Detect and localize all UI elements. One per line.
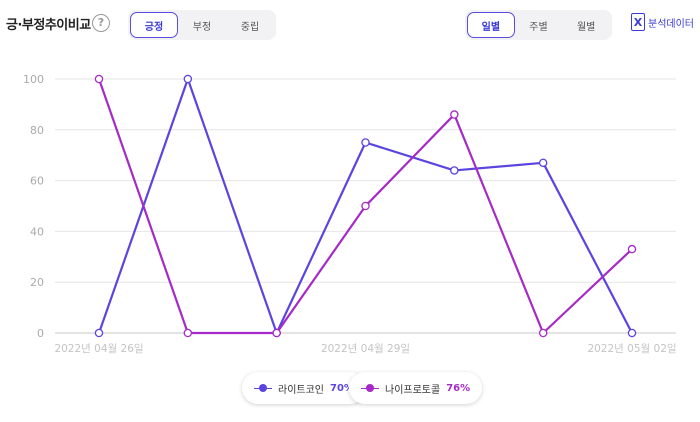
data-point: [94, 328, 104, 338]
legend-item-series-a[interactable]: 라이트코인 70%: [242, 372, 366, 404]
data-point: [627, 328, 637, 338]
data-point: [361, 138, 370, 147]
line-marker-icon: [254, 384, 272, 392]
legend-percent: 70%: [330, 382, 354, 394]
x-tick-label: 2022년 04월 26일: [54, 342, 143, 355]
data-point: [538, 328, 548, 338]
sentiment-toggle: 긍정 부정 중립: [128, 10, 276, 40]
legend-label: 나이프로토콜: [385, 384, 441, 396]
y-tick-label: 100: [23, 73, 44, 86]
legend-percent: 76%: [446, 382, 471, 394]
excel-icon: X: [631, 13, 645, 31]
line-marker-icon: [361, 384, 379, 392]
trend-chart: 0 20 40 60 80 100 2022년 04월 26일 2022년 04월 29일 20…: [23, 73, 677, 355]
data-point: [538, 158, 548, 168]
tab-neutral[interactable]: 중립: [240, 21, 260, 33]
page-title: 긍·부정추이비교: [6, 18, 91, 33]
help-icon[interactable]: ?: [92, 14, 110, 32]
data-point: [183, 74, 193, 84]
y-tick-label: 80: [30, 124, 44, 137]
export-data-button[interactable]: X 분석데이터: [631, 13, 694, 31]
y-tick-label: 0: [37, 327, 44, 340]
legend-label: 라이트코인: [278, 384, 324, 396]
y-tick-label: 20: [30, 276, 44, 289]
data-point: [450, 110, 459, 119]
export-label: 분석데이터: [648, 18, 694, 30]
legend-item-series-b[interactable]: 나이프로토콜 76%: [349, 372, 483, 404]
period-toggle: 일별 주별 월별: [465, 10, 612, 40]
tab-daily[interactable]: 일별: [467, 12, 515, 38]
tab-monthly[interactable]: 월별: [576, 21, 596, 33]
data-point: [450, 166, 459, 175]
data-point: [361, 201, 370, 211]
data-point: [272, 328, 281, 338]
y-tick-label: 40: [30, 225, 44, 238]
data-point: [94, 74, 104, 84]
data-point: [627, 244, 637, 254]
tab-positive[interactable]: 긍정: [130, 12, 178, 38]
y-tick-label: 60: [30, 175, 44, 188]
tab-weekly[interactable]: 주별: [529, 21, 548, 33]
x-tick-label: 2022년 05월 02일: [587, 342, 676, 355]
data-point: [183, 328, 193, 338]
x-tick-label: 2022년 04월 29일: [321, 342, 410, 355]
tab-negative[interactable]: 부정: [192, 21, 212, 33]
